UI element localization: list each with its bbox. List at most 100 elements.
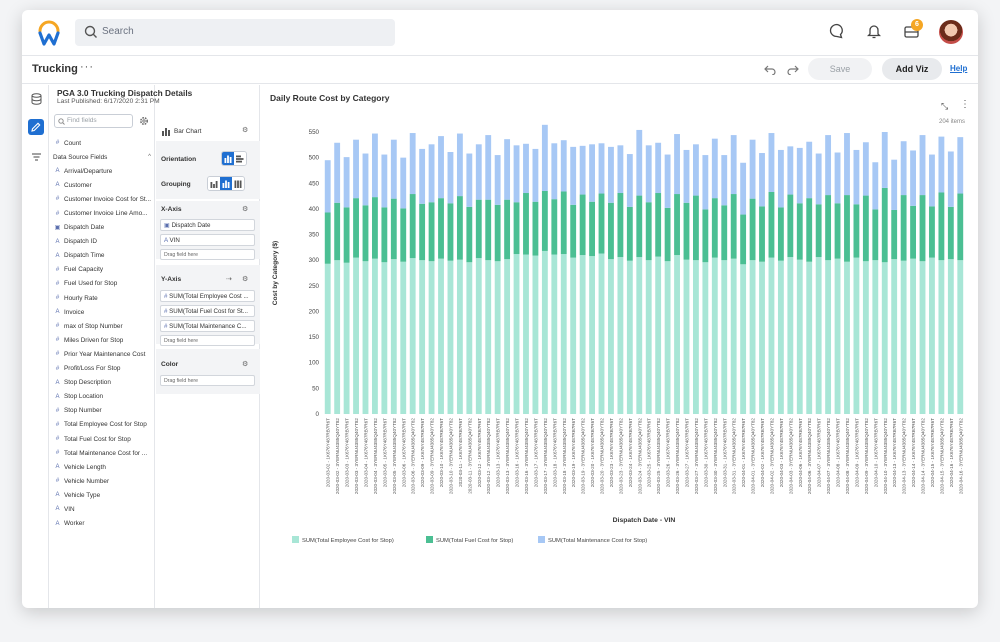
field-item[interactable]: A Stop Description bbox=[50, 376, 155, 390]
field-item[interactable]: A Dispatch ID bbox=[50, 235, 155, 249]
bar-segment bbox=[919, 261, 926, 414]
x-drop-zone[interactable]: Drag field here bbox=[160, 249, 255, 260]
field-label: Total Employee Cost for Stop bbox=[64, 421, 147, 429]
field-count[interactable]: # Count bbox=[50, 136, 155, 150]
field-item[interactable]: # Profit/Loss For Stop bbox=[50, 362, 155, 376]
field-label: Worker bbox=[64, 520, 85, 528]
bar-segment bbox=[636, 195, 643, 258]
bar-segment bbox=[447, 260, 454, 414]
search-bar[interactable]: Search bbox=[75, 19, 395, 46]
x-field-chip[interactable]: A VIN bbox=[160, 234, 255, 246]
field-label: max of Stop Number bbox=[64, 322, 123, 330]
expand-icon[interactable]: ⤡ bbox=[941, 101, 949, 111]
bar-segment bbox=[372, 258, 378, 414]
field-item[interactable]: A Arrival/Departure bbox=[50, 164, 155, 178]
bar-segment bbox=[551, 199, 558, 255]
x-axis-settings-icon[interactable]: ⚙ bbox=[242, 206, 249, 213]
avatar[interactable] bbox=[939, 20, 963, 44]
bell-icon[interactable] bbox=[867, 23, 881, 39]
field-item[interactable]: # Prior Year Maintenance Cost bbox=[50, 347, 155, 361]
color-drop-zone[interactable]: Drag field here bbox=[160, 375, 255, 386]
edit-icon[interactable] bbox=[28, 119, 44, 135]
field-item[interactable]: # Vehicle Number bbox=[50, 474, 155, 488]
sub-header: Trucking ··· Save Add Viz Help bbox=[22, 56, 978, 84]
field-item[interactable]: # Total Fuel Cost for Stop bbox=[50, 432, 155, 446]
y-axis-label: Y-Axis bbox=[161, 276, 182, 283]
chart-settings-icon[interactable]: ⚙ bbox=[242, 127, 249, 134]
y-axis-settings-icon[interactable]: ⚙ bbox=[242, 276, 249, 283]
grouped-bars-icon[interactable] bbox=[208, 177, 220, 190]
x-tick-label: 2020-03-30 - 1K676Y487RB7R6T bbox=[703, 418, 708, 487]
legend-label: SUM(Total Employee Cost for Stop) bbox=[302, 538, 394, 544]
bar-segment bbox=[381, 207, 388, 263]
bar-segment bbox=[787, 146, 794, 195]
field-label: Dispatch Date bbox=[64, 224, 105, 232]
database-icon[interactable] bbox=[28, 91, 44, 107]
bar-segment bbox=[938, 192, 945, 261]
field-item[interactable]: # Fuel Used for Stop bbox=[50, 277, 155, 291]
field-item[interactable]: A Vehicle Length bbox=[50, 460, 155, 474]
horizontal-bars-icon[interactable] bbox=[234, 152, 246, 165]
filter-icon[interactable] bbox=[28, 149, 44, 165]
x-field-chip[interactable]: ▣ Dispatch Date bbox=[160, 219, 255, 231]
bar-segment bbox=[919, 135, 926, 196]
bar-segment bbox=[834, 203, 841, 259]
field-item[interactable]: # Total Employee Cost for Stop bbox=[50, 418, 155, 432]
more-menu-button[interactable]: ··· bbox=[80, 61, 94, 73]
bar-segment bbox=[343, 157, 350, 208]
y-field-chip[interactable]: # SUM(Total Maintenance C... bbox=[160, 320, 255, 332]
grouping-toggle[interactable] bbox=[207, 176, 245, 191]
bar-segment bbox=[598, 253, 605, 414]
field-item[interactable]: A Vehicle Type bbox=[50, 488, 155, 502]
x-tick-label: 2020-03-16 - 1K676Y487RB7R6T bbox=[515, 418, 520, 487]
bar-segment bbox=[409, 194, 416, 259]
more-vertical-icon[interactable]: ⋮ bbox=[960, 99, 970, 110]
field-item[interactable]: # Miles Driven for Stop bbox=[50, 333, 155, 347]
field-item[interactable]: A Invoice bbox=[50, 305, 155, 319]
gear-icon[interactable] bbox=[139, 116, 149, 126]
help-link[interactable]: Help bbox=[950, 64, 968, 73]
field-item[interactable]: A Stop Location bbox=[50, 390, 155, 404]
field-item[interactable]: A Worker bbox=[50, 517, 155, 531]
field-label: Arrival/Departure bbox=[64, 167, 113, 175]
field-item[interactable]: A Dispatch Time bbox=[50, 249, 155, 263]
y-drop-zone[interactable]: Drag field here bbox=[160, 335, 255, 346]
orientation-toggle[interactable] bbox=[221, 151, 247, 166]
y-field-chip[interactable]: # SUM(Total Fuel Cost for St... bbox=[160, 305, 255, 317]
vertical-bars-icon[interactable] bbox=[222, 152, 234, 165]
workday-logo-icon[interactable] bbox=[36, 19, 62, 47]
field-item[interactable]: # Total Maintenance Cost for ... bbox=[50, 446, 155, 460]
text-icon: A bbox=[55, 520, 60, 527]
field-label: Invoice bbox=[64, 308, 85, 316]
x-tick-label: 2020-04-06 - 1K676Y487RB7R6T bbox=[798, 418, 803, 487]
measure-icon: # bbox=[55, 365, 60, 372]
find-fields-input[interactable]: Find fields bbox=[54, 114, 133, 128]
field-item[interactable]: A VIN bbox=[50, 502, 155, 516]
field-item[interactable]: # max of Stop Number bbox=[50, 319, 155, 333]
y-field-chip[interactable]: # SUM(Total Employee Cost ... bbox=[160, 290, 255, 302]
add-viz-button[interactable]: Add Viz bbox=[882, 58, 942, 80]
chart-type-label[interactable]: Bar Chart bbox=[174, 128, 202, 135]
bar-segment bbox=[872, 162, 879, 210]
field-item[interactable]: # Customer Invoice Cost for St... bbox=[50, 192, 155, 206]
swap-icon[interactable]: ⇢ bbox=[226, 276, 232, 283]
field-item[interactable]: # Stop Number bbox=[50, 404, 155, 418]
redo-icon[interactable] bbox=[787, 63, 799, 75]
undo-icon[interactable] bbox=[764, 63, 776, 75]
y-tick-label: 100 bbox=[309, 360, 320, 367]
chat-icon[interactable] bbox=[829, 23, 845, 39]
bar-segment bbox=[589, 144, 595, 202]
percent-bars-icon[interactable] bbox=[232, 177, 244, 190]
data-source-fields-header[interactable]: Data Source Fields ^ bbox=[50, 150, 155, 164]
field-item[interactable]: A Customer bbox=[50, 178, 155, 192]
field-item[interactable]: ▣ Dispatch Date bbox=[50, 221, 155, 235]
save-button[interactable]: Save bbox=[808, 58, 872, 80]
field-item[interactable]: # Fuel Capacity bbox=[50, 263, 155, 277]
color-settings-icon[interactable]: ⚙ bbox=[242, 361, 249, 368]
bar-segment bbox=[645, 260, 652, 414]
bar-segment bbox=[910, 258, 916, 414]
chip-label: SUM(Total Employee Cost ... bbox=[169, 293, 249, 300]
stacked-bars-icon[interactable] bbox=[220, 177, 232, 190]
field-item[interactable]: # Customer Invoice Line Amo... bbox=[50, 206, 155, 220]
field-item[interactable]: # Hourly Rate bbox=[50, 291, 155, 305]
